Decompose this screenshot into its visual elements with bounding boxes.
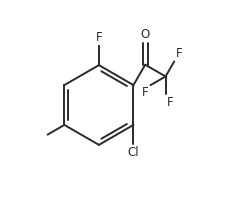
Text: F: F — [166, 96, 172, 109]
Text: F: F — [95, 31, 102, 44]
Text: O: O — [140, 28, 149, 41]
Text: Cl: Cl — [127, 146, 139, 159]
Text: F: F — [142, 86, 148, 99]
Text: F: F — [175, 47, 182, 60]
